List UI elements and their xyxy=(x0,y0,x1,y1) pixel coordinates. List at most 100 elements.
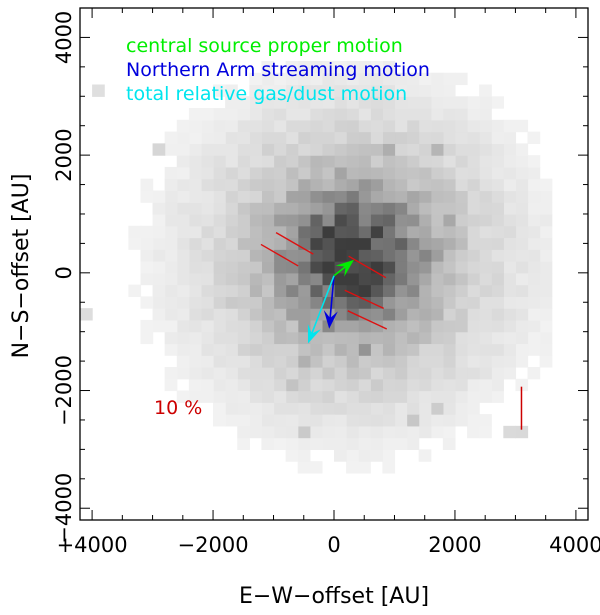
heatmap-cell xyxy=(309,308,323,321)
heatmap-cell xyxy=(237,284,250,297)
heatmap-cell xyxy=(261,284,275,297)
heatmap-cell xyxy=(382,284,396,297)
heatmap-cell xyxy=(406,425,420,439)
heatmap-cell xyxy=(430,308,444,321)
heatmap-cell xyxy=(491,331,504,345)
heatmap-cell xyxy=(249,343,263,356)
heatmap-cell xyxy=(297,72,311,86)
heatmap-cell xyxy=(213,178,226,192)
heatmap-cell xyxy=(164,131,178,144)
heatmap-cell xyxy=(249,155,263,168)
heatmap-cell xyxy=(225,319,238,333)
heatmap-cell xyxy=(321,437,335,450)
heatmap-cell xyxy=(430,390,444,403)
heatmap-cell xyxy=(479,296,492,309)
heatmap-cell xyxy=(430,108,444,121)
heatmap-cell xyxy=(406,213,420,227)
heatmap-cell xyxy=(479,308,492,321)
heatmap-cell xyxy=(503,425,517,439)
heatmap-cell xyxy=(370,331,383,345)
heatmap-cell xyxy=(442,143,456,156)
heatmap-cell xyxy=(321,249,335,262)
heatmap-cell xyxy=(164,308,178,321)
heatmap-cell xyxy=(273,366,287,380)
heatmap-cell xyxy=(297,461,311,474)
heatmap-cell xyxy=(539,343,553,356)
heatmap-cell xyxy=(334,96,347,109)
motion-arrows xyxy=(307,259,354,344)
heatmap-cell xyxy=(382,296,396,309)
heatmap-cell xyxy=(309,143,323,156)
heatmap-cell xyxy=(503,355,517,368)
heatmap-cell xyxy=(394,308,408,321)
heatmap-cell xyxy=(454,272,468,286)
heatmap-cell xyxy=(358,72,371,86)
heatmap-cell xyxy=(346,237,359,250)
legend-label-central-source: central source proper motion xyxy=(126,35,403,57)
heatmap-cell xyxy=(321,96,335,109)
heatmap-cell xyxy=(418,331,432,345)
heatmap-cell xyxy=(527,284,541,297)
heatmap-cell xyxy=(527,225,541,239)
heatmap-cell xyxy=(430,190,444,203)
heatmap-cell xyxy=(454,108,468,121)
heatmap-cell xyxy=(430,272,444,286)
heatmap-cell xyxy=(515,213,529,227)
heatmap-cell xyxy=(491,166,504,180)
heatmap-cell xyxy=(334,355,347,368)
heatmap-cell xyxy=(261,355,275,368)
heatmap-cell xyxy=(225,143,238,156)
heatmap-cell xyxy=(285,108,299,121)
heatmap-cell xyxy=(261,425,275,439)
heatmap-cell xyxy=(285,155,299,168)
heatmap-cell xyxy=(418,296,432,309)
heatmap-cell xyxy=(491,366,504,380)
heatmap-cell xyxy=(225,355,238,368)
y-tick-label: 0 xyxy=(52,266,76,279)
heatmap-cell xyxy=(394,437,408,450)
heatmap-cell xyxy=(297,190,311,203)
heatmap-cell xyxy=(346,425,359,439)
heatmap-cell xyxy=(382,166,396,180)
heatmap-cell xyxy=(382,72,396,86)
heatmap-cell xyxy=(527,202,541,215)
heatmap-cell xyxy=(176,143,190,156)
heatmap-cell xyxy=(370,425,383,439)
heatmap-cell xyxy=(539,202,553,215)
heatmap-cell xyxy=(418,261,432,274)
heatmap-cell xyxy=(467,296,480,309)
heatmap-cell xyxy=(188,225,202,239)
heatmap-cell xyxy=(140,190,154,203)
heatmap-cell xyxy=(394,225,408,239)
heatmap-cell xyxy=(176,284,190,297)
heatmap-cell xyxy=(188,343,202,356)
heatmap-cell xyxy=(273,96,287,109)
heatmap-cell xyxy=(503,319,517,333)
heatmap-cell xyxy=(285,343,299,356)
heatmap-cell xyxy=(430,213,444,227)
heatmap-cell xyxy=(370,355,383,368)
heatmap-cell xyxy=(213,166,226,180)
heatmap-cell xyxy=(370,284,383,297)
heatmap-cell xyxy=(273,190,287,203)
heatmap-cell xyxy=(309,96,323,109)
heatmap-cell xyxy=(370,143,383,156)
heatmap-cell xyxy=(334,437,347,450)
heatmap-cell xyxy=(479,155,492,168)
heatmap-cell xyxy=(261,402,275,415)
heatmap-cell xyxy=(249,166,263,180)
heatmap-cell xyxy=(273,402,287,415)
heatmap-cell xyxy=(503,261,517,274)
heatmap-cell xyxy=(406,119,420,133)
heatmap-cell xyxy=(454,237,468,250)
heatmap-cell xyxy=(225,284,238,297)
heatmap-cell xyxy=(225,402,238,415)
heatmap-cell xyxy=(237,249,250,262)
heatmap-cell xyxy=(479,143,492,156)
heatmap-cell xyxy=(309,119,323,133)
heatmap-cell xyxy=(442,284,456,297)
heatmap-cell xyxy=(237,202,250,215)
heatmap-cell xyxy=(213,390,226,403)
heatmap-cell xyxy=(406,72,420,86)
heatmap-cell xyxy=(273,414,287,427)
